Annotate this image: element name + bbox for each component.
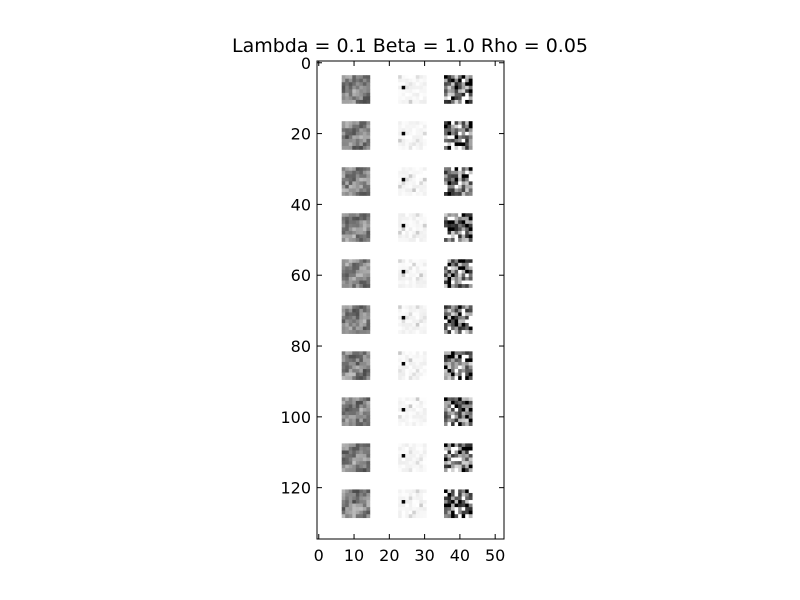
- y-tick-label: 20: [291, 125, 311, 144]
- patch-r5-c2: [398, 259, 427, 288]
- patch-r6-c1: [341, 305, 371, 334]
- x-tick-label: 40: [450, 546, 470, 565]
- patch-r4-c1: [341, 213, 371, 242]
- patch-r9-c2: [398, 443, 427, 473]
- patch-r2-c1: [341, 121, 371, 150]
- y-tick-label: 0: [301, 54, 311, 73]
- patch-r3-c3: [444, 167, 473, 196]
- patch-r2-c2: [398, 121, 427, 150]
- patch-r2-c3: [444, 121, 473, 150]
- x-tick-label: 20: [379, 546, 399, 565]
- y-tick-label: 100: [280, 408, 311, 427]
- x-tick-label: 50: [485, 546, 505, 565]
- patch-r9-c3: [444, 443, 473, 473]
- y-tick-label: 120: [280, 479, 311, 498]
- chart-title: Lambda = 0.1 Beta = 1.0 Rho = 0.05: [232, 35, 588, 57]
- x-tick-label: 0: [314, 546, 324, 565]
- patch-r4-c2: [398, 213, 427, 242]
- patch-r10-c1: [341, 489, 371, 519]
- patch-r10-c2: [398, 489, 427, 519]
- patch-r7-c2: [398, 351, 427, 380]
- plot-frame: [316, 60, 505, 540]
- patch-r1-c2: [398, 75, 427, 104]
- y-tick-label: 80: [291, 337, 311, 356]
- patch-r1-c3: [444, 75, 473, 104]
- patch-r8-c1: [341, 397, 371, 426]
- patch-r3-c2: [398, 167, 427, 196]
- patch-r6-c3: [444, 305, 473, 334]
- axes: 0 10 20 30 40 50 0 20 40 60 80 100 120: [280, 54, 505, 565]
- x-tick-label: 30: [414, 546, 434, 565]
- patch-r4-c3: [444, 213, 473, 242]
- patch-r5-c1: [341, 259, 371, 288]
- patch-r8-c3: [444, 397, 473, 426]
- y-tick-label: 60: [291, 266, 311, 285]
- patch-r7-c3: [444, 351, 473, 380]
- patch-r7-c1: [341, 351, 371, 380]
- patch-r5-c3: [444, 259, 473, 288]
- patch-r6-c2: [398, 305, 427, 334]
- image-patches: [341, 75, 473, 519]
- x-tick-label: 10: [344, 546, 364, 565]
- patch-r8-c2: [398, 397, 427, 426]
- patch-r3-c1: [341, 167, 371, 196]
- y-tick-label: 40: [291, 195, 311, 214]
- patch-r1-c1: [341, 75, 371, 104]
- patch-r10-c3: [444, 489, 473, 519]
- patch-r9-c1: [341, 443, 371, 473]
